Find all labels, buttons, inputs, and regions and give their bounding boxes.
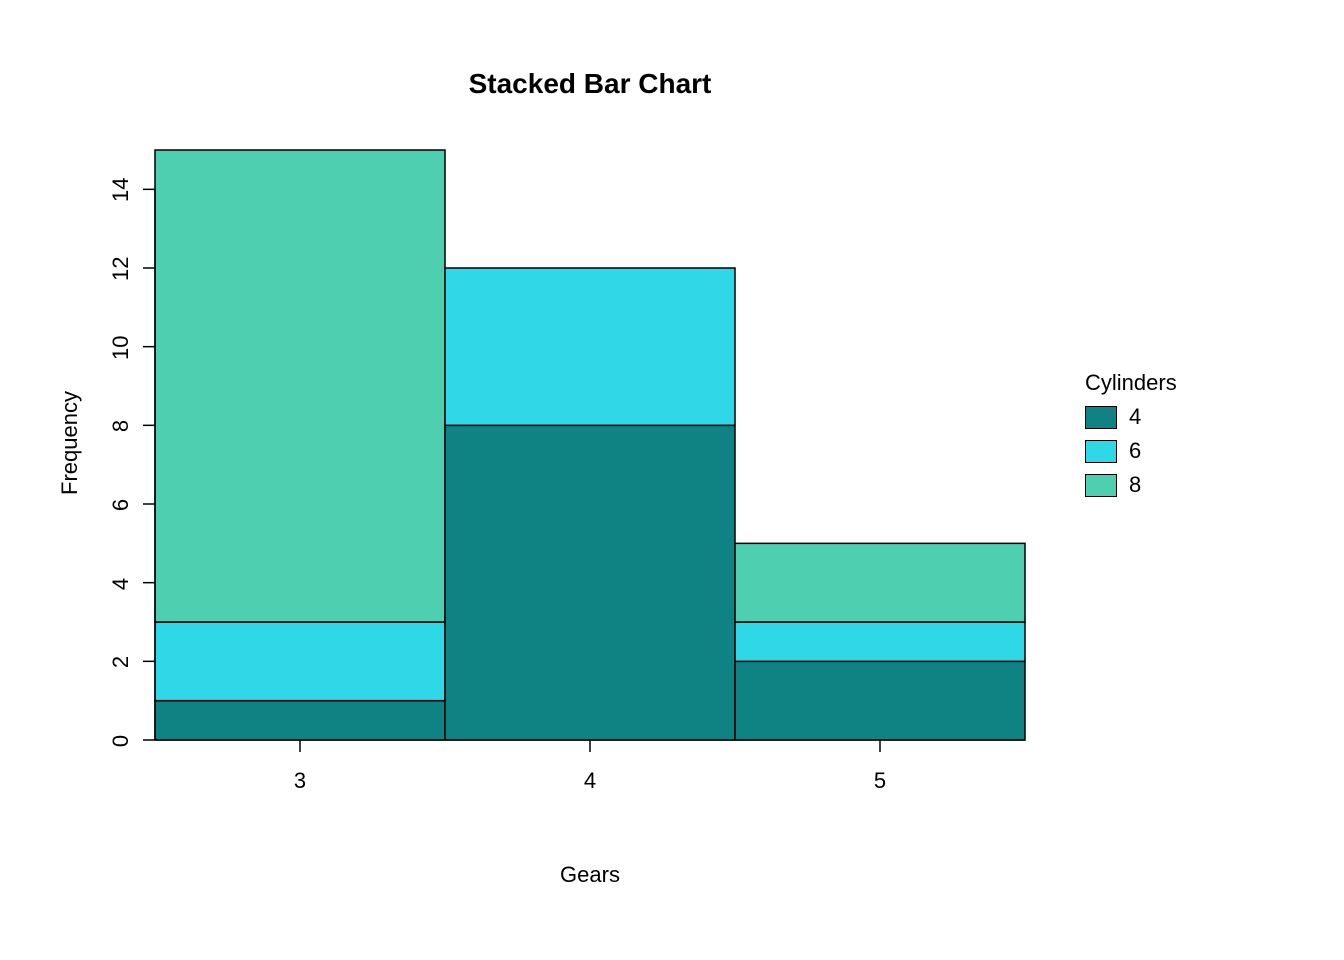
bar-segment [155,150,445,622]
legend-swatch [1085,440,1117,463]
x-tick-label: 4 [550,768,630,794]
y-tick-label: 8 [108,414,134,438]
legend-label: 8 [1129,472,1141,498]
legend-title: Cylinders [1085,370,1177,396]
legend-swatch [1085,474,1117,497]
legend-item: 6 [1085,438,1141,464]
bar-segment [445,425,735,740]
bar-segment [445,268,735,425]
y-tick-label: 0 [108,729,134,753]
legend-label: 4 [1129,404,1141,430]
bar-segment [155,622,445,701]
legend-swatch [1085,406,1117,429]
plot-svg [0,0,1344,960]
y-tick-label: 14 [108,178,134,202]
y-tick-label: 4 [108,572,134,596]
x-tick-label: 5 [840,768,920,794]
bar-segment [155,701,445,740]
y-tick-label: 6 [108,493,134,517]
y-tick-label: 2 [108,650,134,674]
legend-item: 4 [1085,404,1141,430]
x-tick-label: 3 [260,768,340,794]
legend-label: 6 [1129,438,1141,464]
bar-segment [735,622,1025,661]
y-tick-label: 12 [108,257,134,281]
bar-segment [735,661,1025,740]
legend-item: 8 [1085,472,1141,498]
bar-segment [735,543,1025,622]
y-tick-label: 10 [108,336,134,360]
